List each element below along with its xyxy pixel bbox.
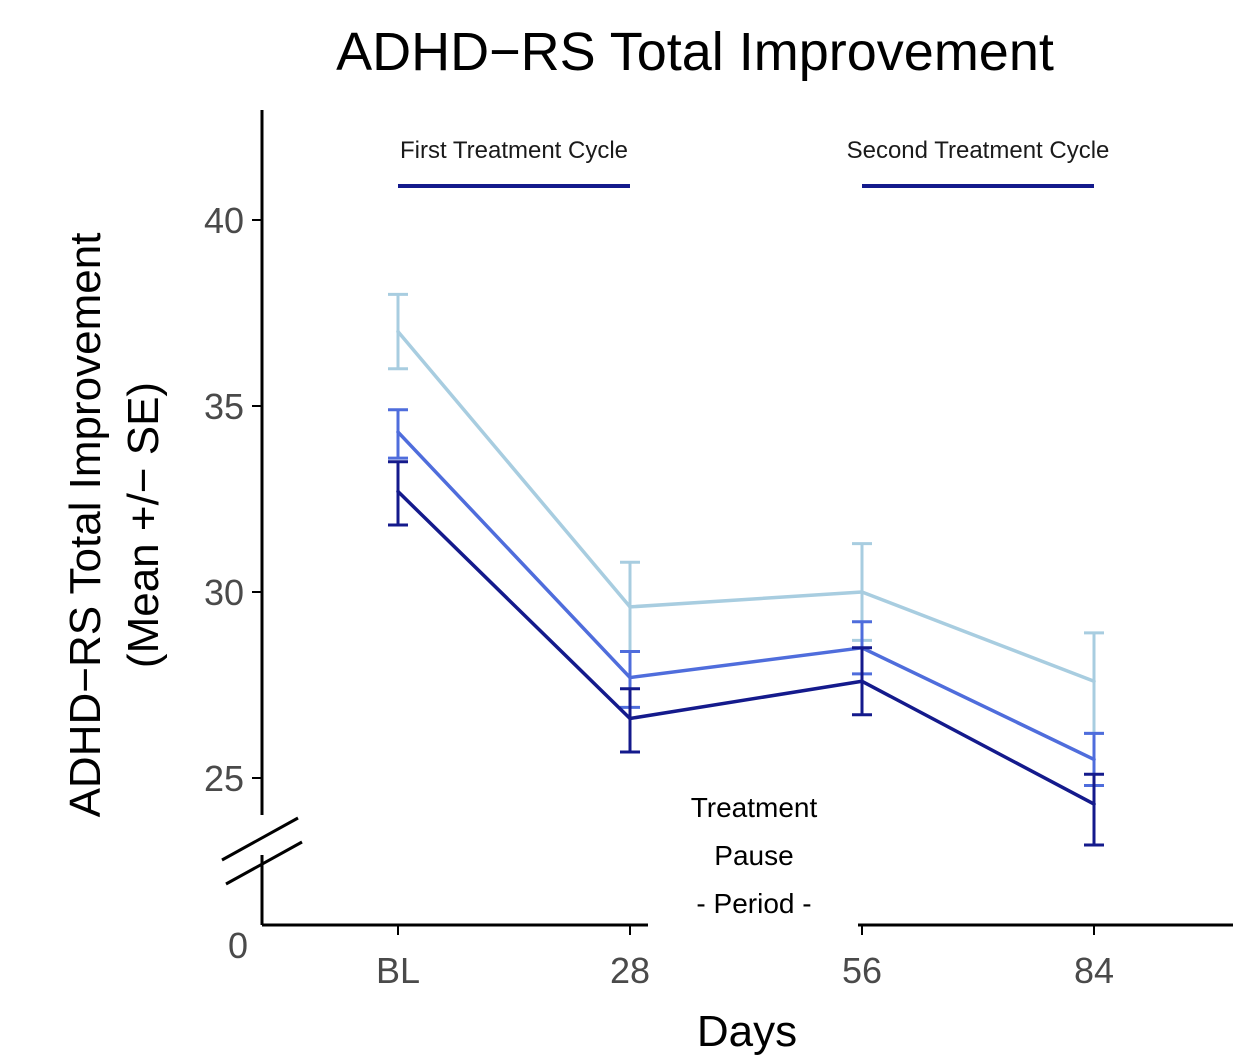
pause-label-line-2: Pause — [714, 840, 793, 871]
series-3 — [388, 460, 1104, 847]
series-line — [396, 430, 1095, 761]
pause-label-line-1: Treatment — [691, 792, 818, 823]
second-treatment-cycle-label: Second Treatment Cycle — [847, 137, 1110, 164]
data-point — [628, 675, 632, 680]
data-point — [1092, 757, 1096, 762]
y-tick-label: 30 — [204, 572, 244, 613]
first-treatment-cycle-label: First Treatment Cycle — [400, 137, 628, 164]
data-point — [860, 679, 864, 684]
series-1 — [388, 292, 1104, 735]
x-axis-title: Days — [697, 1007, 797, 1055]
data-point — [860, 590, 864, 594]
y-tick-label: 40 — [204, 200, 244, 241]
data-point — [628, 605, 632, 609]
treatment-cycle-annotations: First Treatment Cycle Second Treatment Cy… — [398, 137, 1110, 188]
data-point — [1092, 802, 1096, 806]
y-axis-title: ADHD−RS Total Improvement (Mean +/− SE) — [61, 233, 168, 818]
x-tick-label: 56 — [842, 950, 882, 991]
series-line — [396, 490, 1095, 806]
data-point — [1092, 679, 1096, 684]
x-tick-label: 84 — [1074, 950, 1114, 991]
data-point — [396, 430, 400, 434]
y-axis-title-line-1: ADHD−RS Total Improvement — [61, 233, 110, 818]
y-tick-label: 35 — [204, 386, 244, 427]
y-axis-title-line-2: (Mean +/− SE) — [119, 382, 168, 668]
series-line — [396, 330, 1095, 683]
x-tick-label: 28 — [610, 950, 650, 991]
y-tick-label-zero: 0 — [228, 925, 248, 966]
axis-break-mark-2 — [225, 840, 303, 886]
pause-label-line-3: - Period - — [696, 888, 811, 919]
y-tick-label: 25 — [204, 758, 244, 799]
series-group — [388, 292, 1104, 847]
data-point — [396, 329, 400, 334]
x-tick-label: BL — [376, 950, 420, 991]
series-2 — [388, 408, 1104, 787]
data-point — [396, 489, 400, 494]
data-point — [628, 716, 632, 721]
chart-title: ADHD−RS Total Improvement — [336, 22, 1054, 82]
treatment-pause-annotation: Treatment Pause - Period - — [691, 792, 818, 919]
axis-break-mark-1 — [221, 816, 299, 862]
axes: 25 30 35 40 0 BL 28 56 84 — [204, 110, 1233, 991]
